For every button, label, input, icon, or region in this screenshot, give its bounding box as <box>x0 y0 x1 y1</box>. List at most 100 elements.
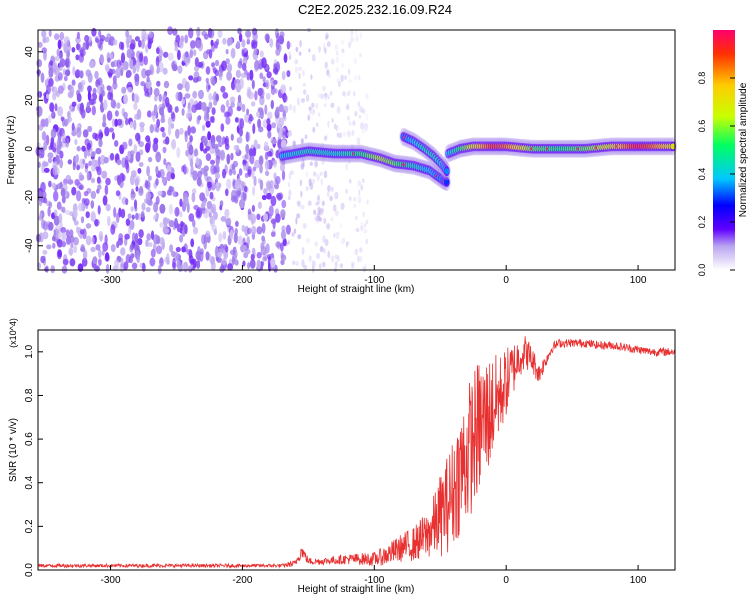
spectrogram-sparse-cell <box>318 112 321 117</box>
spectrogram-noise-cell <box>248 91 254 100</box>
spectrogram-noise-cell <box>147 156 153 163</box>
spectrogram-noise-cell <box>167 52 174 61</box>
spectrogram-noise-cell <box>88 60 95 69</box>
spectrogram-noise-cell <box>280 242 284 252</box>
spectrogram-noise-cell <box>54 209 58 217</box>
spectrogram-noise-cell <box>114 259 120 268</box>
spectrogram-noise-cell <box>258 63 263 70</box>
spectrogram-noise-cell <box>156 118 161 128</box>
spectrogram-noise-cell <box>121 141 128 150</box>
spectrogram-sparse-cell <box>294 59 298 65</box>
spectrogram-noise-cell <box>101 170 108 179</box>
spectrogram-sparse-cell <box>357 195 362 204</box>
spectrogram-noise-cell <box>202 200 207 207</box>
spectrogram-noise-cell <box>194 57 199 68</box>
spectrogram-noise-cell <box>109 152 115 161</box>
spectrogram-noise-cell <box>49 102 55 112</box>
spectrogram-noise-cell <box>145 206 151 213</box>
spectrogram-sparse-cell <box>358 114 362 119</box>
spectrogram-noise-cell <box>278 104 284 113</box>
spectrogram-noise-cell <box>221 257 227 266</box>
spectrogram-sparse-cell <box>350 29 354 36</box>
spectrogram-noise-cell <box>263 251 268 261</box>
spectrogram-noise-cell <box>193 149 199 157</box>
spectrogram-noise-cell <box>40 148 45 159</box>
spectrogram-noise-cell <box>261 222 266 234</box>
spectrogram-sparse-cell <box>359 122 364 130</box>
spectrogram-noise-cell <box>148 31 154 39</box>
spectrogram-sparse-cell <box>300 163 305 170</box>
spectrogram-noise-cell <box>86 171 90 181</box>
spectrogram-sparse-cell <box>316 252 321 260</box>
spectrogram-noise-cell <box>187 125 191 136</box>
spectrogram-noise-cell <box>249 258 256 269</box>
spectrogram-noise-cell <box>177 261 183 273</box>
spectrogram-noise-cell <box>90 177 96 184</box>
spectrogram-noise-cell <box>105 177 111 186</box>
spectrogram-noise-cell <box>39 212 43 219</box>
spectrogram-noise-cell <box>244 186 248 193</box>
spectrogram-noise-cell <box>184 131 188 143</box>
spectrogram-noise-cell <box>129 43 136 50</box>
spectrogram-noise-cell <box>196 76 202 82</box>
spectrogram-noise-cell <box>124 233 130 240</box>
spectrogram-noise-cell <box>116 241 120 249</box>
spectrogram-noise-cell <box>130 253 135 259</box>
spectrogram-sparse-cell <box>297 234 302 240</box>
spectrogram-noise-cell <box>275 106 280 115</box>
spectrogram-sparse-cell <box>298 51 302 56</box>
spectrogram-noise-cell <box>104 184 109 196</box>
snr-plot-area <box>38 330 675 570</box>
spectrogram-noise-cell <box>224 143 230 151</box>
snr-y-multiplier: (x10^4) <box>8 318 18 348</box>
spectrogram-sparse-cell <box>345 188 348 194</box>
spectrogram-sparse-cell <box>330 186 334 192</box>
spectrogram-noise-cell <box>111 132 115 140</box>
spectrogram-noise-cell <box>191 192 196 203</box>
spectrogram-noise-cell <box>97 205 101 215</box>
spectrogram-sparse-cell <box>316 215 321 222</box>
spectrogram-noise-cell <box>242 159 247 165</box>
spectrogram-noise-cell <box>92 256 98 265</box>
spectrogram-noise-cell <box>133 199 138 210</box>
spectrogram-noise-cell <box>229 249 236 256</box>
spectrogram-noise-cell <box>76 164 80 171</box>
spectrogram-noise-cell <box>63 42 68 54</box>
spectrogram-noise-cell <box>103 156 109 164</box>
spectrogram-noise-cell <box>196 260 201 269</box>
spectrogram-noise-cell <box>130 206 134 212</box>
colorbar-tick-label: 0.0 <box>697 264 707 277</box>
spectrogram-noise-cell <box>245 143 250 154</box>
spectrogram-noise-cell <box>52 164 57 176</box>
spectrogram-noise-cell <box>47 206 51 217</box>
spectrogram-noise-cell <box>92 132 97 140</box>
spectrogram-x-ticks: -300 -200 -100 0 100 <box>101 265 647 286</box>
spectrogram-sparse-cell <box>292 260 296 265</box>
spectrogram-noise-cell <box>85 235 92 246</box>
spectrogram-noise-cell <box>240 72 247 78</box>
spectrogram-noise-cell <box>246 35 250 44</box>
spectrogram-noise-cell <box>98 138 103 148</box>
spectrogram-noise-cell <box>180 35 185 43</box>
spectrogram-noise-cell <box>129 174 135 186</box>
spectrogram-noise-cell <box>174 206 180 217</box>
spectrogram-sparse-cell <box>324 135 328 141</box>
spectrogram-noise-cell <box>114 110 119 117</box>
spectrogram-sparse-cell <box>326 223 331 230</box>
spectrogram-noise-cell <box>125 198 129 206</box>
spectrogram-noise-cell <box>145 44 149 53</box>
spectrogram-sparse-cell <box>363 228 368 234</box>
spectrogram-noise-cell <box>62 68 66 76</box>
spectrogram-noise-cell <box>222 231 227 240</box>
spectrogram-noise-cell <box>59 31 65 41</box>
spectrogram-noise-cell <box>209 159 216 165</box>
spectrogram-noise-cell <box>56 239 63 248</box>
spectrogram-noise-cell <box>179 127 184 135</box>
spectrogram-noise-cell <box>226 71 233 81</box>
spectrogram-noise-cell <box>91 165 96 172</box>
spectrogram-sparse-cell <box>334 210 339 217</box>
spectrogram-sparse-cell <box>355 227 360 233</box>
spectrogram-noise-cell <box>133 119 137 131</box>
spectrogram-noise-cell <box>220 85 226 93</box>
spectrogram-noise-cell <box>76 127 82 138</box>
